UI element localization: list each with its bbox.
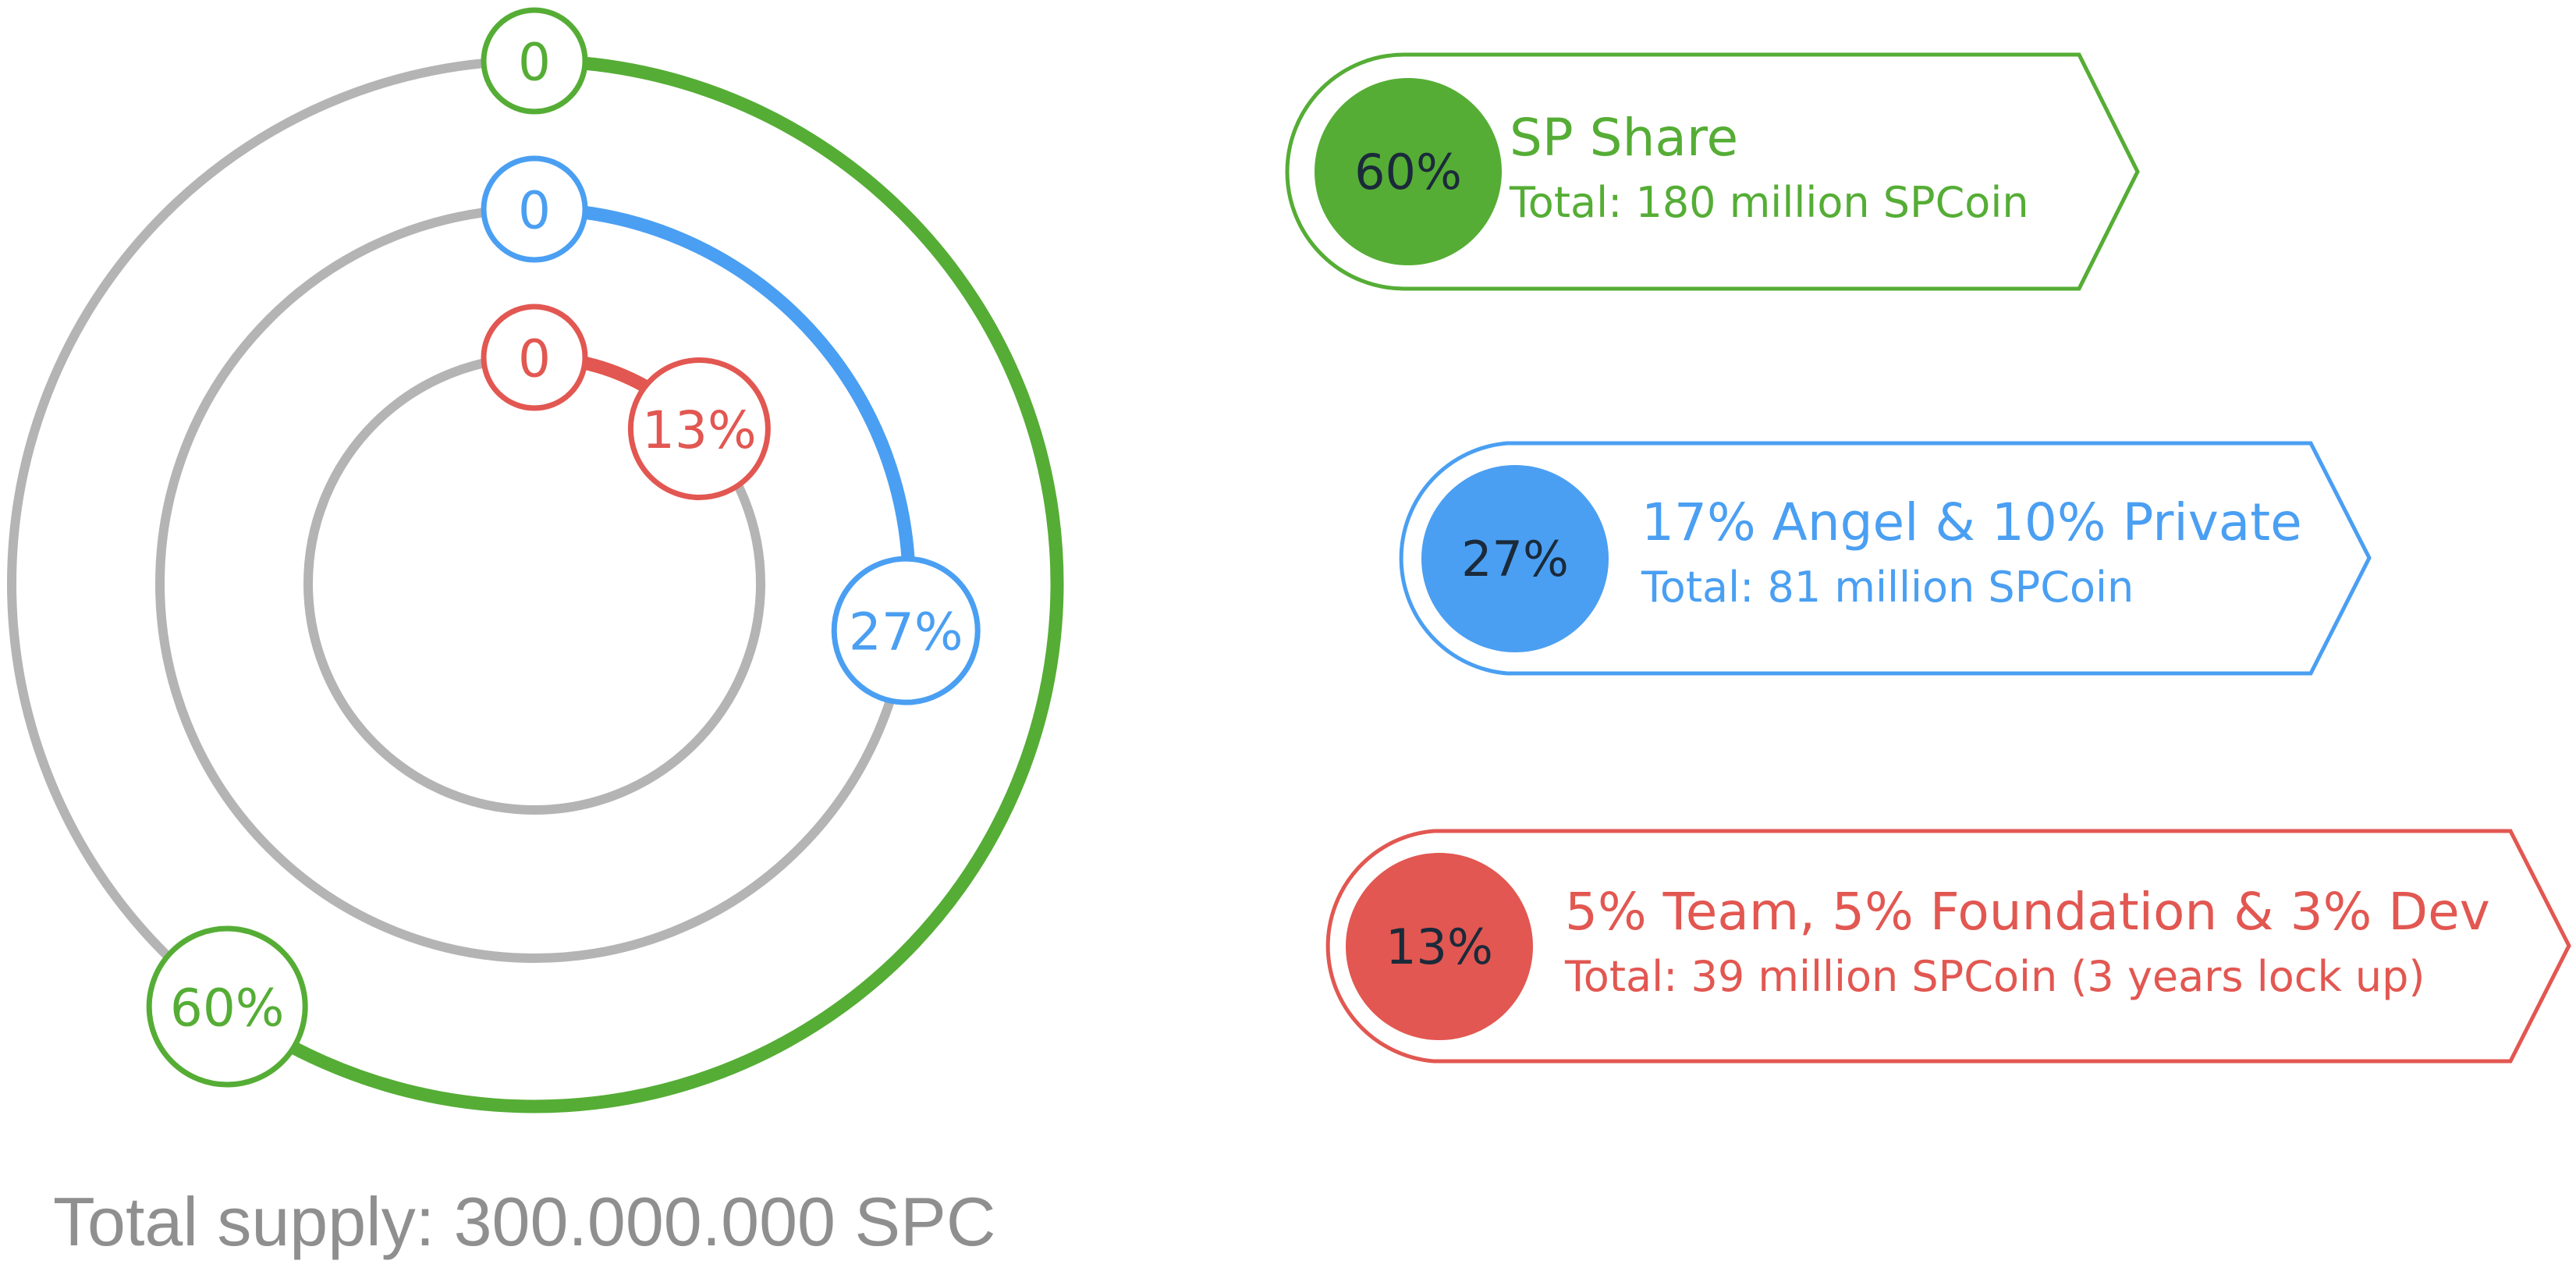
- ring-start-marker-red: [481, 304, 588, 411]
- ring-end-label-red: 13%: [642, 400, 757, 460]
- ring-end-marker-red: [627, 357, 771, 500]
- ring-progress-blue: [527, 202, 916, 638]
- radial-chart: 0 60% 0 27% 0 13%: [7, 7, 1064, 1113]
- legend-percent-badge: 60%: [1315, 78, 1502, 265]
- ring-end-label-green: 60%: [170, 978, 285, 1039]
- ring-end-label-blue: 27%: [849, 602, 963, 662]
- legend-title: 17% Angel & 10% Private: [1641, 492, 2302, 552]
- legend-card-sp-share: 60% SP Share Total: 180 million SPCoin: [1285, 51, 2145, 293]
- legend-card-frame: [1325, 829, 2571, 1064]
- legend-percent-badge: 13%: [1346, 853, 1533, 1040]
- ring-start-marker-blue: [481, 155, 588, 263]
- legend-card-team-foundation-dev: 13% 5% Team, 5% Foundation & 3% Dev Tota…: [1317, 827, 2573, 1065]
- ring-start-label-red: 0: [518, 329, 551, 389]
- legend-card-angel-private: 27% 17% Angel & 10% Private Total: 81 mi…: [1390, 439, 2373, 677]
- ring-end-marker-green: [146, 925, 308, 1088]
- ring-start-label-green: 0: [518, 33, 551, 93]
- total-supply-label: Total supply: 300.000.000 SPC: [53, 1183, 996, 1260]
- ring-start-marker-green: [481, 7, 588, 115]
- legend-percent-badge: 27%: [1421, 465, 1609, 652]
- ring-start-label-blue: 0: [518, 181, 551, 241]
- legend-subtitle: Total: 180 million SPCoin: [1510, 178, 2029, 227]
- ring-progress-green: [220, 54, 1064, 1113]
- legend-subtitle: Total: 39 million SPCoin (3 years lock u…: [1565, 952, 2425, 1001]
- ring-end-marker-blue: [831, 556, 981, 705]
- legend-subtitle: Total: 81 million SPCoin: [1641, 563, 2134, 612]
- legend-card-frame: [1399, 441, 2372, 676]
- legend-card-frame: [1285, 52, 2140, 291]
- legend-title: 5% Team, 5% Foundation & 3% Dev: [1565, 882, 2490, 942]
- legend-title: SP Share: [1510, 108, 1739, 168]
